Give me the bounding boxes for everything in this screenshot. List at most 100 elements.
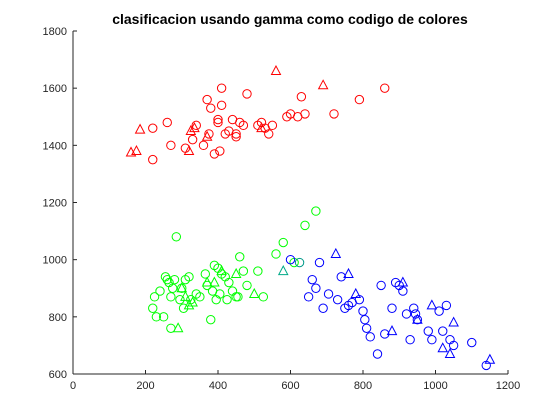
data-point-circle xyxy=(311,283,321,293)
data-point-circle xyxy=(231,132,241,142)
data-point-triangle xyxy=(248,287,260,298)
data-point-triangle xyxy=(386,325,398,336)
data-point-circle xyxy=(323,289,334,299)
data-point-circle xyxy=(166,292,176,302)
data-point-circle xyxy=(213,114,223,125)
data-point-circle xyxy=(148,154,158,165)
data-point-triangle xyxy=(187,296,198,307)
data-point-triangle xyxy=(317,79,329,90)
data-point-circle xyxy=(198,140,209,151)
data-point-circle xyxy=(300,109,310,119)
data-point-circle xyxy=(175,294,185,305)
plot-area xyxy=(73,31,508,374)
x-tick-label: 0 xyxy=(70,380,76,392)
data-point-triangle xyxy=(412,313,423,324)
data-point-circle xyxy=(285,254,296,265)
data-point-triangle xyxy=(216,265,227,276)
data-point-circle xyxy=(222,294,232,305)
data-point-circle xyxy=(372,349,383,359)
y-tick-label: 1200 xyxy=(43,198,67,210)
data-point-circle xyxy=(148,303,158,313)
data-point-circle xyxy=(171,232,182,242)
data-point-circle xyxy=(296,92,307,102)
data-point-circle xyxy=(215,289,225,299)
data-point-circle xyxy=(448,340,459,351)
data-point-triangle xyxy=(201,276,213,287)
data-point-circle xyxy=(303,292,314,302)
data-point-circle xyxy=(242,280,252,291)
data-point-circle xyxy=(162,117,172,128)
data-point-circle xyxy=(361,323,372,333)
data-point-circle xyxy=(215,146,225,156)
data-point-circle xyxy=(191,120,201,131)
data-point-circle xyxy=(233,292,243,302)
x-ticks: 0 200 400 600 800 1000 1200 xyxy=(70,370,520,392)
data-point-circle xyxy=(187,134,198,145)
data-point-circle xyxy=(278,237,288,248)
data-point-circle xyxy=(224,277,234,288)
data-point-circle xyxy=(358,306,368,316)
data-point-circle xyxy=(311,206,321,216)
y-tick-label: 800 xyxy=(49,312,67,324)
data-markers xyxy=(125,64,496,371)
data-point-triangle xyxy=(183,299,195,310)
data-point-triangle xyxy=(397,276,409,287)
data-point-triangle xyxy=(426,299,438,310)
data-point-circle xyxy=(158,312,169,322)
data-point-circle xyxy=(441,300,452,311)
data-point-circle xyxy=(206,103,216,113)
data-point-circle xyxy=(423,326,433,336)
data-point-circle xyxy=(438,326,448,336)
data-point-triangle xyxy=(230,267,242,278)
data-point-triangle xyxy=(330,247,342,258)
data-point-triangle xyxy=(343,267,354,278)
y-tick-label: 1600 xyxy=(43,83,67,95)
data-point-triangle xyxy=(350,287,362,298)
data-point-circle xyxy=(253,266,263,276)
data-point-circle xyxy=(235,252,245,262)
data-point-circle xyxy=(242,89,252,99)
data-point-circle xyxy=(166,140,176,151)
data-point-circle xyxy=(332,294,343,305)
data-point-circle xyxy=(318,303,328,313)
data-point-triangle xyxy=(270,64,282,76)
data-point-triangle xyxy=(484,353,496,364)
data-point-circle xyxy=(155,286,165,296)
data-point-circle xyxy=(405,335,415,345)
data-point-circle xyxy=(409,303,419,313)
data-point-circle xyxy=(467,337,477,348)
x-tick-label: 800 xyxy=(354,380,372,392)
data-point-triangle xyxy=(134,123,146,134)
data-point-triangle xyxy=(172,322,184,333)
data-point-circle xyxy=(209,149,220,159)
data-point-circle xyxy=(204,129,214,139)
data-point-circle xyxy=(202,94,212,105)
data-point-circle xyxy=(300,220,310,231)
data-point-circle xyxy=(200,269,211,279)
x-tick-label: 1200 xyxy=(496,380,520,392)
data-point-triangle xyxy=(201,130,213,141)
data-point-circle xyxy=(151,312,162,322)
data-point-triangle xyxy=(185,124,197,136)
data-point-circle xyxy=(307,274,317,285)
data-point-triangle xyxy=(448,316,459,327)
data-point-circle xyxy=(216,83,227,93)
data-point-triangle xyxy=(256,122,267,133)
data-point-circle xyxy=(238,266,249,276)
data-point-circle xyxy=(231,129,241,139)
y-tick-label: 1000 xyxy=(43,255,67,267)
data-point-circle xyxy=(434,306,444,316)
data-point-circle xyxy=(365,332,375,342)
data-point-triangle xyxy=(183,144,195,156)
data-point-circle xyxy=(195,292,205,302)
x-tick-label: 1000 xyxy=(423,380,447,392)
data-point-circle xyxy=(169,274,180,285)
data-point-triangle xyxy=(444,347,456,358)
data-point-triangle xyxy=(209,276,220,287)
data-point-circle xyxy=(264,129,274,139)
data-point-triangle xyxy=(176,282,188,293)
data-point-circle xyxy=(354,94,365,105)
chart-title: clasificacion usando gamma como codigo d… xyxy=(112,11,468,27)
